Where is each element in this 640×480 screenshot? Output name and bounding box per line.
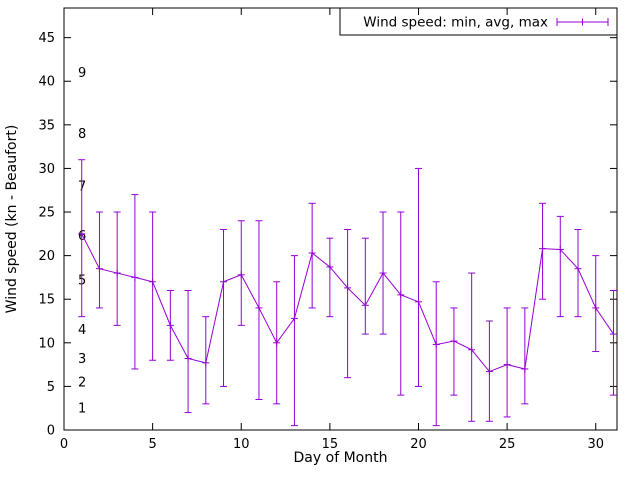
errorbar-day-25 [503, 307, 511, 418]
errorbar-day-4 [131, 194, 139, 370]
legend: Wind speed: min, avg, max [339, 7, 618, 36]
x-tick-label: 5 [148, 437, 156, 452]
x-tick-label: 30 [587, 437, 604, 452]
errorbar-day-30 [592, 255, 600, 353]
errorbar-day-19 [397, 211, 405, 396]
errorbar-day-28 [556, 215, 564, 318]
errorbar-day-20 [414, 167, 422, 387]
errorbar-day-18 [379, 211, 387, 335]
errorbar-day-27 [539, 202, 547, 300]
beaufort-mark-label: 2 [78, 376, 86, 391]
beaufort-mark-label: 9 [78, 66, 86, 81]
errorbar-day-5 [149, 211, 157, 361]
errorbar-day-24 [485, 320, 493, 422]
errorbar-day-8 [202, 316, 210, 405]
errorbar-day-9 [220, 228, 228, 387]
y-tick-label: 45 [38, 31, 55, 46]
errorbar-day-2 [95, 211, 103, 309]
errorbar-day-17 [361, 237, 369, 335]
wind-speed-series [78, 159, 617, 427]
errorbar-day-14 [308, 202, 316, 309]
errorbar-day-13 [290, 255, 298, 427]
errorbar-day-21 [432, 281, 440, 427]
y-tick-label: 35 [38, 118, 55, 133]
beaufort-mark-label: 3 [78, 352, 86, 367]
errorbar-day-7 [184, 289, 192, 414]
errorbar-day-29 [574, 228, 582, 318]
y-axis: 0 5 10 15 20 25 30 35 40 45 [38, 31, 617, 439]
errorbar-day-3 [113, 211, 121, 326]
y-tick-label: 30 [38, 162, 55, 177]
legend-label: Wind speed: min, avg, max [363, 15, 548, 31]
errorbar-day-16 [344, 228, 352, 379]
y-axis-title: Wind speed (kn - Beaufort) [4, 125, 20, 314]
y-tick-label: 40 [38, 75, 55, 90]
errorbar-day-31 [609, 289, 617, 396]
errorbar-day-15 [326, 237, 334, 318]
legend-box [339, 7, 618, 36]
x-axis: 0 5 10 15 20 25 30 [60, 8, 604, 452]
x-tick-label: 25 [499, 437, 516, 452]
errorbar-day-26 [521, 307, 529, 405]
y-tick-label: 20 [38, 249, 55, 264]
errorbar-day-10 [237, 220, 245, 326]
x-tick-label: 20 [410, 437, 427, 452]
errorbar-day-12 [273, 281, 281, 405]
beaufort-mark-label: 8 [78, 127, 86, 142]
errorbar-day-11 [255, 220, 263, 400]
x-tick-label: 0 [60, 437, 68, 452]
y-tick-label: 15 [38, 293, 55, 308]
beaufort-mark-label: 1 [78, 402, 86, 417]
errorbar-day-1 [78, 159, 86, 318]
x-tick-label: 15 [322, 437, 339, 452]
y-tick-label: 25 [38, 206, 55, 221]
plot-border [63, 7, 618, 431]
y-tick-label: 0 [47, 424, 55, 439]
errorbar-day-6 [166, 289, 174, 361]
x-axis-title: Day of Month [294, 450, 388, 466]
x-tick-label: 10 [233, 437, 250, 452]
errorbar-day-22 [450, 307, 458, 396]
y-tick-label: 5 [47, 380, 55, 395]
beaufort-mark-label: 4 [78, 323, 86, 338]
errorbar-day-23 [468, 272, 476, 422]
y-tick-label: 10 [38, 336, 55, 351]
